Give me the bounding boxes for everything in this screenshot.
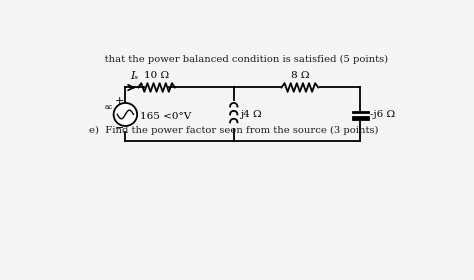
Text: 8 Ω: 8 Ω xyxy=(291,71,309,80)
Circle shape xyxy=(114,103,137,126)
Text: -j6 Ω: -j6 Ω xyxy=(370,110,395,119)
Text: ac: ac xyxy=(105,103,113,111)
Text: e)  Find the power factor seen from the source (3 points): e) Find the power factor seen from the s… xyxy=(89,126,378,136)
Text: +: + xyxy=(115,96,125,106)
Text: Iₛ: Iₛ xyxy=(130,71,138,81)
Text: 10 Ω: 10 Ω xyxy=(144,71,169,80)
Text: −: − xyxy=(115,123,125,133)
Text: that the power balanced condition is satisfied (5 points): that the power balanced condition is sat… xyxy=(89,55,388,64)
Text: 165 <0°V: 165 <0°V xyxy=(140,112,191,121)
Text: j4 Ω: j4 Ω xyxy=(240,110,262,119)
